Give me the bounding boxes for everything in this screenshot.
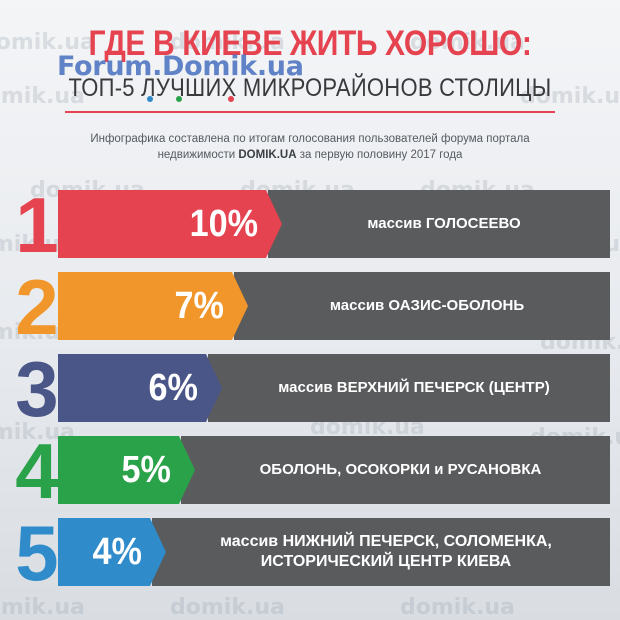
district-bar: массив ВЕРХНИЙ ПЕЧЕРСК (ЦЕНТР) [208,354,610,422]
percent-arrow [58,190,282,258]
percent-arrow [58,354,222,422]
percent-arrow-shape [58,272,248,340]
ranking-row: 1 массив ГОЛОСЕЕВО 10% [0,186,620,264]
title-divider [65,111,555,113]
percent-value: 6% [148,366,198,409]
district-name: ОБОЛОНЬ, ОСОКОРКИ и РУСАНОВКА [259,461,542,478]
description-line2: недвижимости DOMIK.UA за первую половину… [157,149,463,161]
logo-dot-blue [147,96,153,102]
rank-number: 1 [15,181,59,269]
district-bar: массив ОАЗИС-ОБОЛОНЬ [234,272,610,340]
ranking-row: 4 ОБОЛОНЬ, ОСОКОРКИ и РУСАНОВКА 5% [0,432,620,510]
page-title: ГДЕ В КИЕВЕ ЖИТЬ ХОРОШО: [88,24,532,63]
percent-value: 7% [174,284,224,327]
district-name: массив ОАЗИС-ОБОЛОНЬ [329,297,525,314]
watermark: domik.ua [170,595,285,620]
rank-number: 2 [15,263,59,351]
percent-arrow-shape [58,190,282,258]
ranking-row: 5 массив НИЖНИЙ ПЕЧЕРСК, СОЛОМЕНКА, ИСТОРИ… [0,514,620,592]
percent-arrow-shape [58,518,166,586]
percent-value: 5% [121,448,171,491]
district-bar: массив НИЖНИЙ ПЕЧЕРСК, СОЛОМЕНКА, ИСТОРИЧ… [152,518,610,586]
forum-logo: Forum.Domik.ua [57,51,304,82]
percent-value: 4% [92,530,142,573]
district-bar: массив ГОЛОСЕЕВО [268,190,610,258]
brand-name: DOMIK.UA [238,149,297,161]
logo-dot-red [228,96,234,102]
watermark: domik.ua [400,595,515,620]
district-name: массив ГОЛОСЕЕВО [367,215,521,232]
watermark: domik.ua [0,595,85,620]
district-name: массив НИЖНИЙ ПЕЧЕРСК, СОЛОМЕНКА, ИСТОРИЧ… [220,533,552,570]
description: Инфографика составлена по итогам голосов… [60,131,560,163]
district-bar: ОБОЛОНЬ, ОСОКОРКИ и РУСАНОВКА [181,436,610,504]
percent-value: 10% [189,202,258,245]
rank-number: 5 [15,509,59,597]
district-name: массив ВЕРХНИЙ ПЕЧЕРСК (ЦЕНТР) [278,379,550,396]
percent-arrow [58,272,248,340]
percent-arrow [58,518,166,586]
rank-number: 3 [15,345,59,433]
description-line1: Инфографика составлена по итогам голосов… [90,133,530,145]
rank-number: 4 [15,427,59,515]
percent-arrow-shape [58,354,222,422]
logo-dot-green [176,96,182,102]
ranking-row: 3 массив ВЕРХНИЙ ПЕЧЕРСК (ЦЕНТР) 6% [0,350,620,428]
percent-arrow [58,436,195,504]
percent-arrow-shape [58,436,195,504]
ranking-row: 2 массив ОАЗИС-ОБОЛОНЬ 7% [0,268,620,346]
